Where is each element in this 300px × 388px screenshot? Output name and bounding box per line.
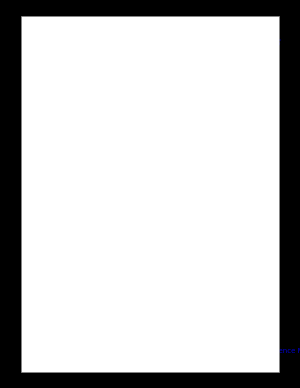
Bar: [44, 139, 266, 156]
Text: Definition: Definition: [146, 144, 187, 152]
Text: LOGIQ 3 Expert/LOGIQ 3 Pro/LOGIQ 3 Advanced Reference Manual: LOGIQ 3 Expert/LOGIQ 3 Pro/LOGIQ 3 Advan…: [93, 348, 300, 354]
Text: 2-2: 2-2: [44, 348, 56, 354]
Text: Unit: Unit: [240, 144, 257, 152]
Text: Direction 5122542-100 Rev. 2: Direction 5122542-100 Rev. 2: [93, 357, 197, 362]
Text: Measurement Acronyms: Measurement Acronyms: [111, 36, 281, 49]
Text: Section/Title: Section/Title: [42, 29, 115, 39]
Text: Abbreviations: Abbreviations: [44, 144, 102, 152]
